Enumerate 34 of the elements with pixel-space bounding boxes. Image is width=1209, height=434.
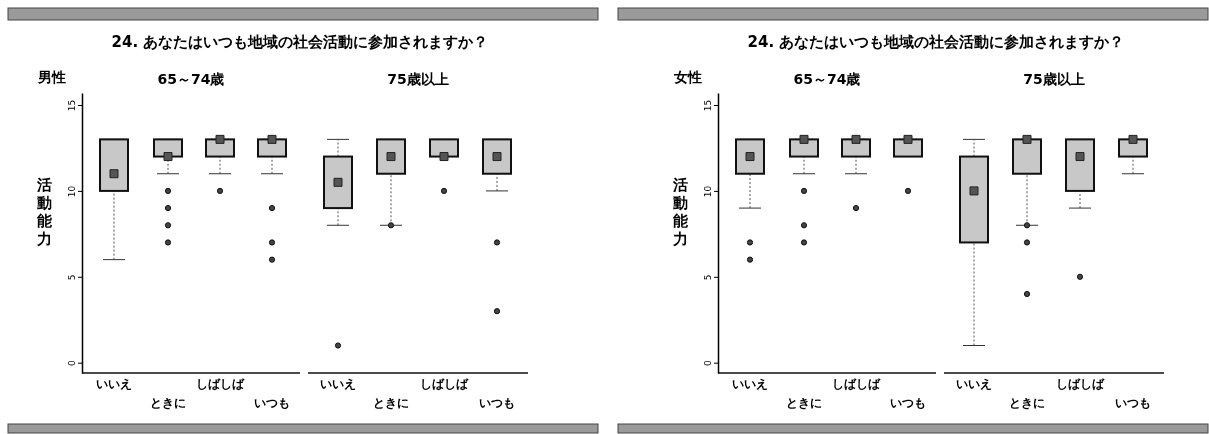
y-tick-label: 5 — [703, 274, 714, 281]
text: 75歳以上 — [387, 71, 449, 87]
x-tick-label: いいえ — [320, 377, 356, 391]
y-tick-label: 10 — [67, 185, 78, 198]
x-tick-label: いいえ — [956, 377, 992, 391]
y-axis-title: 活動能力 — [35, 176, 53, 248]
x-tick-label: しばしば — [1056, 377, 1105, 391]
x-tick-label: いいえ — [732, 377, 768, 391]
x-tick-label: いいえ — [96, 377, 132, 391]
x-tick-label: ときに — [150, 396, 186, 410]
y-tick-label: 15 — [67, 99, 78, 112]
y-tick-label: 10 — [703, 185, 714, 198]
text: 男性 — [37, 69, 66, 85]
y-axis-title: 活動能力 — [671, 176, 689, 248]
chart-title: 24. あなたはいつも地域の社会活動に参加されますか？ — [747, 33, 1125, 51]
x-tick-label: ときに — [1009, 396, 1045, 410]
x-tick-label: いつも — [479, 396, 515, 410]
x-tick-label: しばしば — [420, 377, 469, 391]
y-tick-label: 15 — [703, 99, 714, 112]
y-tick-label: 5 — [67, 274, 78, 281]
chart-title: 24. あなたはいつも地域の社会活動に参加されますか？ — [111, 33, 489, 51]
x-tick-label: ときに — [373, 396, 409, 410]
x-tick-label: いつも — [254, 396, 290, 410]
text: 65～74歳 — [793, 71, 861, 87]
x-tick-label: いつも — [1115, 396, 1151, 410]
y-tick-label: 0 — [703, 360, 714, 367]
text: 女性 — [673, 69, 702, 85]
x-tick-label: しばしば — [832, 377, 881, 391]
text: 75歳以上 — [1023, 71, 1085, 87]
text: 65～74歳 — [157, 71, 225, 87]
x-tick-label: ときに — [786, 396, 822, 410]
x-tick-label: いつも — [890, 396, 926, 410]
x-tick-label: しばしば — [196, 377, 245, 391]
y-tick-label: 0 — [67, 360, 78, 367]
